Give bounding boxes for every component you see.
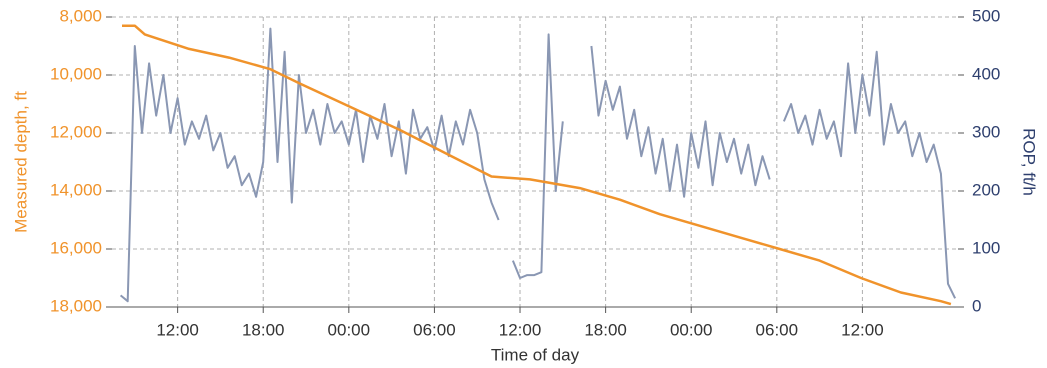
y-tick-label: 8,000 (59, 6, 102, 25)
y-tick-label: 14,000 (50, 180, 102, 199)
y-tick-label: 16,000 (50, 238, 102, 257)
y-tick-label: 12,000 (50, 122, 102, 141)
y-axis-title: Measured depth, ft (11, 91, 30, 233)
x-tick-label: 06:00 (413, 320, 456, 339)
x-tick-label: 12:00 (499, 320, 542, 339)
x-tick-label: 06:00 (756, 320, 799, 339)
y2-tick-label: 200 (972, 180, 1000, 199)
data-line (122, 24, 952, 306)
x-tick-label: 12:00 (841, 320, 884, 339)
y2-tick-label: 500 (972, 6, 1000, 25)
x-tick-label: 00:00 (328, 320, 371, 339)
y2-tick-label: 100 (972, 238, 1000, 257)
y2-tick-label: 400 (972, 64, 1000, 83)
x-tick-label: 12:00 (156, 320, 199, 339)
x-tick-label: 00:00 (670, 320, 713, 339)
data-line (119, 27, 956, 303)
x-tick-label: 18:00 (242, 320, 285, 339)
y-tick-label: 10,000 (50, 64, 102, 83)
y2-tick-label: 300 (972, 122, 1000, 141)
y2-axis-title: ROP, ft/h (1020, 128, 1039, 196)
y2-tick-label: 0 (972, 296, 981, 315)
x-tick-label: 18:00 (584, 320, 627, 339)
x-axis-title: Time of day (491, 345, 580, 364)
y-tick-label: 18,000 (50, 296, 102, 315)
